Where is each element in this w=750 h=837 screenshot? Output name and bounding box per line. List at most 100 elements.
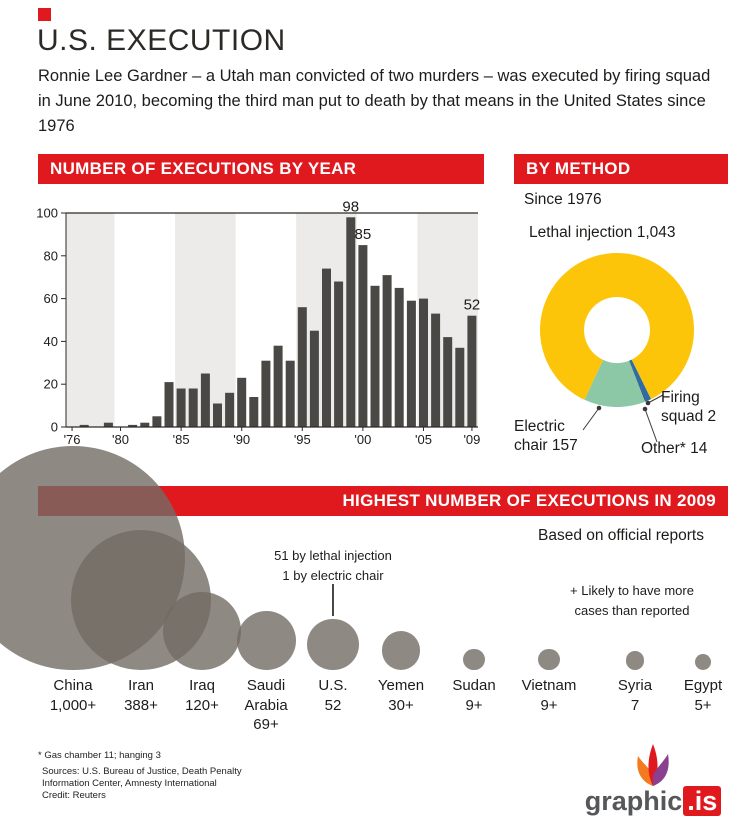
country-label: Vietnam 9+ <box>521 677 577 714</box>
country-label: Sudan 9+ <box>452 677 496 714</box>
plus-footnote: + Likely to have more cases than reporte… <box>570 583 694 619</box>
year-bar <box>79 424 89 427</box>
country-bubble <box>695 654 711 670</box>
y-axis-tick-label: 20 <box>44 377 58 392</box>
year-bar <box>322 268 331 427</box>
y-axis-tick-label: 60 <box>44 291 58 306</box>
year-bar <box>261 360 271 427</box>
page-title: U.S. EXECUTION <box>37 24 286 57</box>
callout-dot <box>596 405 602 411</box>
banner-highest-2009-label: HIGHEST NUMBER OF EXECUTIONS IN 2009 <box>342 491 716 510</box>
lethal-injection-label: Lethal injection 1,043 <box>529 224 676 241</box>
logo-text: graphic <box>584 786 683 816</box>
firing-squad-label: Firing squad 2 <box>661 389 717 426</box>
x-axis-tick-label: '95 <box>294 432 311 447</box>
year-bar <box>467 315 477 427</box>
donut-slice-other <box>629 359 651 402</box>
year-bar <box>370 285 380 427</box>
sources-line-2: Information Center, Amnesty Internationa… <box>42 778 217 789</box>
country-bubble <box>538 648 560 670</box>
y-axis-tick-label: 80 <box>44 248 58 263</box>
year-bar <box>103 422 113 427</box>
us-method-annotation-line2: 1 by electric chair <box>282 568 384 584</box>
country-label: Iran 388+ <box>124 677 158 714</box>
year-bar <box>285 360 295 427</box>
year-bar <box>431 313 441 427</box>
country-label: Iraq 120+ <box>185 677 219 714</box>
country-label: Syria 7 <box>617 677 653 714</box>
x-axis-tick-label: '76 <box>64 432 81 447</box>
callout-dot <box>645 400 651 406</box>
flame-icon <box>637 744 669 786</box>
y-axis-tick-label: 0 <box>51 420 58 435</box>
bar-value-label: 52 <box>464 297 481 314</box>
year-bar <box>213 403 222 427</box>
year-bar <box>297 307 307 427</box>
donut-subtitle: Since 1976 <box>524 191 602 208</box>
year-bar <box>164 382 174 427</box>
y-axis-tick-label: 100 <box>36 206 58 221</box>
country-bubble <box>463 648 485 670</box>
x-axis-tick-label: '09 <box>463 432 480 447</box>
donut-slice-firing-squad <box>629 360 646 402</box>
us-method-annotation: 51 by lethal injection 1 by electric cha… <box>238 546 428 586</box>
country-bubble <box>236 611 296 670</box>
country-label: Egypt 5+ <box>683 677 723 714</box>
donut-slice-lethal-injection <box>540 253 695 400</box>
sources-line-1: Sources: U.S. Bureau of Justice, Death P… <box>42 766 242 777</box>
other-methods-label: Other* 14 <box>641 440 708 457</box>
year-bar <box>334 281 344 427</box>
bar-value-label: 85 <box>355 226 372 243</box>
country-bubble <box>625 651 645 670</box>
year-bar <box>152 416 162 427</box>
banner-executions-by-year: NUMBER OF EXECUTIONS BY YEAR <box>38 154 484 184</box>
banner-by-method-label: BY METHOD <box>526 159 631 178</box>
banner-by-method: BY METHOD <box>514 154 728 184</box>
year-bar <box>406 300 416 427</box>
bar-value-label: 98 <box>342 198 359 215</box>
banner-executions-by-year-label: NUMBER OF EXECUTIONS BY YEAR <box>50 159 357 178</box>
year-bar <box>237 377 247 427</box>
credit-line: Credit: Reuters <box>42 790 106 801</box>
intro-paragraph: Ronnie Lee Gardner – a Utah man convicte… <box>38 67 711 135</box>
year-bar <box>200 373 210 427</box>
year-bar <box>455 347 465 427</box>
electric-chair-label: Electric chair 157 <box>514 418 578 455</box>
us-annotation-pointer-line <box>332 584 334 616</box>
year-bar <box>128 424 138 427</box>
method-donut-chart <box>540 253 695 443</box>
country-bubble <box>381 631 421 670</box>
country-label: Saudi Arabia 69+ <box>244 677 288 733</box>
year-bar <box>419 298 428 427</box>
y-axis-tick-label: 40 <box>44 334 58 349</box>
x-axis-tick-label: '00 <box>354 432 371 447</box>
x-axis-tick-label: '80 <box>112 432 129 447</box>
year-bar <box>140 422 150 427</box>
year-bar <box>273 345 283 427</box>
year-bar <box>346 217 356 427</box>
country-bubble <box>163 592 241 670</box>
x-axis-tick-label: '05 <box>415 432 432 447</box>
year-bar <box>382 275 392 427</box>
year-bar <box>188 388 198 427</box>
official-reports-note: Based on official reports <box>537 527 704 544</box>
country-label: Yemen 30+ <box>377 677 425 714</box>
x-axis-tick-label: '85 <box>173 432 190 447</box>
callout-dot <box>642 406 648 412</box>
gas-chamber-footnote: * Gas chamber 11; hanging 3 <box>38 750 161 761</box>
logo: graphic .is <box>578 738 728 817</box>
country-label: China 1,000+ <box>49 677 97 714</box>
year-bar <box>394 287 404 427</box>
us-method-annotation-line1: 51 by lethal injection <box>274 548 392 563</box>
x-axis-tick-label: '90 <box>233 432 250 447</box>
title-bullet <box>38 8 51 21</box>
year-bar <box>358 245 368 427</box>
country-bubble <box>307 618 359 670</box>
logo-wordmark: graphic .is <box>578 786 728 817</box>
year-bar <box>225 392 235 427</box>
country-label: U.S. 52 <box>318 677 348 714</box>
year-bar <box>249 397 259 427</box>
executions-by-year-bar-chart: 0 20 40 60 80 100 '76 '80 '85 '90 '95 '00 '05 '09 98 85… <box>36 198 481 447</box>
